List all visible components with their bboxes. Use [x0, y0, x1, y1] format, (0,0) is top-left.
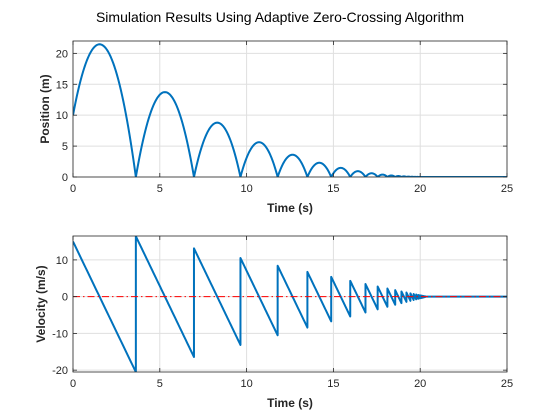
position-x-axis-label: Time (s) [267, 201, 313, 215]
position-plot-area [73, 41, 507, 177]
velocity-axes-frame [72, 235, 508, 373]
position-x-tick-label: 5 [157, 183, 163, 195]
chart-title: Simulation Results Using Adaptive Zero-C… [96, 9, 464, 25]
velocity-x-axis-label: Time (s) [267, 396, 313, 410]
position-y-tick-label: 20 [56, 48, 68, 60]
position-y-tick-label: 0 [62, 172, 68, 184]
position-ticks: 0 5 10 15 20 25 0 5 10 15 20 [56, 41, 513, 195]
velocity-y-tick-label: 10 [56, 255, 68, 267]
position-x-tick-label: 0 [70, 183, 76, 195]
velocity-ticks: 0 5 10 15 20 25 -20 -10 0 10 [52, 236, 513, 390]
position-series-line [73, 43, 507, 177]
position-y-tick-label: 5 [62, 141, 68, 153]
velocity-x-tick-label: 0 [70, 378, 76, 390]
position-x-tick-label: 20 [414, 183, 426, 195]
velocity-axes: 0 5 10 15 20 25 -20 -10 0 10 Time (s) Velocity (m… [34, 235, 513, 410]
position-x-tick-label: 25 [501, 183, 513, 195]
velocity-x-tick-label: 20 [414, 378, 426, 390]
velocity-y-axis-label: Velocity (m/s) [34, 265, 48, 342]
velocity-y-tick-label: -20 [52, 365, 68, 377]
position-axes-frame [72, 40, 508, 178]
velocity-y-tick-label: -10 [52, 328, 68, 340]
position-x-tick-label: 15 [327, 183, 339, 195]
velocity-x-tick-label: 15 [327, 378, 339, 390]
velocity-x-tick-label: 25 [501, 378, 513, 390]
position-y-axis-label: Position (m) [38, 74, 52, 143]
velocity-y-tick-label: 0 [62, 292, 68, 304]
position-series [73, 43, 507, 177]
position-axes: 0 5 10 15 20 25 0 5 10 15 20 Time (s) Position (m) [38, 40, 513, 215]
velocity-x-tick-label: 10 [240, 378, 252, 390]
velocity-series [73, 236, 507, 372]
velocity-x-tick-label: 5 [157, 378, 163, 390]
velocity-plot-area [73, 236, 507, 372]
position-y-tick-label: 15 [56, 79, 68, 91]
position-x-tick-label: 10 [240, 183, 252, 195]
position-y-tick-label: 10 [56, 110, 68, 122]
